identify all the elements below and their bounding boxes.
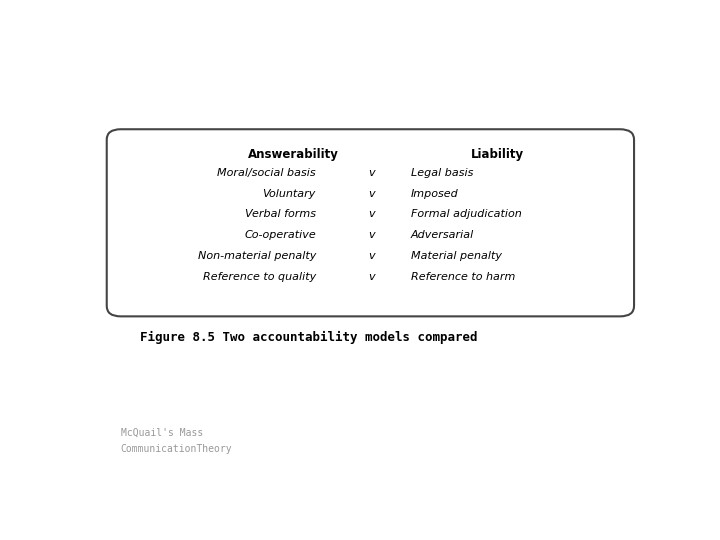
FancyBboxPatch shape (107, 129, 634, 316)
Text: v: v (369, 210, 375, 219)
Text: Formal adjudication: Formal adjudication (411, 210, 521, 219)
Text: Liability: Liability (471, 148, 524, 161)
Text: Imposed: Imposed (411, 188, 459, 199)
Text: McQuail's Mass: McQuail's Mass (121, 428, 203, 438)
Text: Adversarial: Adversarial (411, 230, 474, 240)
Text: Legal basis: Legal basis (411, 168, 473, 178)
Text: v: v (369, 251, 375, 261)
Text: Co-operative: Co-operative (244, 230, 316, 240)
Text: Voluntary: Voluntary (263, 188, 316, 199)
Text: Reference to quality: Reference to quality (203, 272, 316, 282)
Text: Non-material penalty: Non-material penalty (197, 251, 316, 261)
Text: CommunicationTheory: CommunicationTheory (121, 444, 233, 455)
Text: v: v (369, 230, 375, 240)
Text: Answerability: Answerability (248, 148, 339, 161)
Text: Reference to harm: Reference to harm (411, 272, 516, 282)
Text: v: v (369, 272, 375, 282)
Text: v: v (369, 188, 375, 199)
Text: Moral/social basis: Moral/social basis (217, 168, 316, 178)
Text: Material penalty: Material penalty (411, 251, 502, 261)
Text: Figure 8.5 Two accountability models compared: Figure 8.5 Two accountability models com… (140, 330, 478, 343)
Text: Verbal forms: Verbal forms (245, 210, 316, 219)
Text: v: v (369, 168, 375, 178)
